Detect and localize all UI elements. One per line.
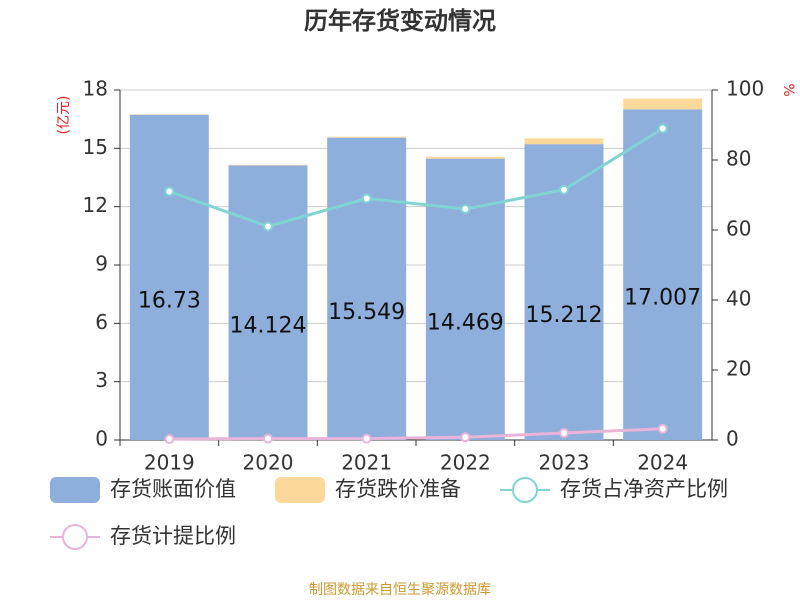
legend-swatch	[50, 477, 100, 503]
legend-label: 存货计提比例	[110, 524, 236, 548]
legend-label: 存货占净资产比例	[560, 477, 728, 501]
line-marker	[164, 186, 175, 197]
bar	[327, 137, 407, 441]
data-label: 17.007	[624, 286, 701, 311]
line	[168, 127, 664, 229]
legend-label: 存货账面价值	[110, 477, 236, 501]
x-tick-label: 2021	[341, 451, 392, 475]
x-tick-label: 2019	[144, 451, 195, 475]
data-label: 14.124	[230, 314, 307, 339]
y-tick-label: 0	[95, 427, 108, 451]
y-tick-label: 9	[95, 252, 108, 276]
bar	[129, 114, 209, 440]
line-marker	[263, 221, 273, 232]
line-marker	[559, 428, 569, 438]
y2-tick-label: 80	[726, 147, 751, 171]
legend-swatch	[512, 477, 538, 503]
y-tick-label: 6	[95, 310, 108, 334]
x-tick-label: 2024	[637, 451, 688, 475]
data-label: 16.73	[138, 288, 201, 313]
y-tick-label: 12	[83, 193, 108, 217]
source-note: 制图数据来自恒生聚源数据库	[309, 582, 491, 598]
bar	[425, 158, 505, 441]
chart-title: 历年存货变动情况	[304, 7, 496, 35]
y2-axis-label: %	[780, 83, 796, 96]
y2-tick-label: 0	[726, 427, 739, 451]
line-marker	[164, 433, 175, 444]
line	[169, 427, 663, 441]
line-marker	[657, 423, 668, 434]
line-marker	[263, 433, 273, 444]
data-label: 15.549	[328, 300, 405, 325]
x-tick-label: 2023	[539, 451, 590, 475]
data-label: 14.469	[427, 310, 504, 335]
y-tick-label: 15	[83, 135, 108, 159]
x-tick-label: 2022	[440, 451, 491, 475]
x-tick-label: 2020	[243, 451, 294, 475]
legend-swatch	[275, 477, 325, 503]
legend-label: 存货跌价准备	[335, 477, 461, 501]
y-tick-label: 18	[83, 77, 108, 101]
y2-tick-label: 20	[726, 357, 751, 381]
data-label: 15.212	[526, 303, 603, 328]
y2-tick-label: 100	[726, 77, 764, 101]
legend-swatch	[62, 524, 88, 550]
line-marker	[460, 432, 471, 443]
y-axis-label: (亿元)	[56, 96, 72, 135]
line-marker	[657, 123, 668, 134]
y2-tick-label: 60	[726, 217, 751, 241]
bar	[228, 164, 308, 166]
bar	[425, 156, 505, 159]
y2-tick-label: 40	[726, 287, 751, 311]
line-marker	[460, 204, 471, 214]
y-tick-label: 3	[95, 368, 108, 392]
bar	[623, 109, 703, 440]
line-marker	[559, 184, 569, 195]
bar	[327, 136, 407, 138]
bar	[524, 138, 604, 145]
bar	[623, 98, 703, 110]
line-marker	[361, 193, 372, 204]
bar	[228, 165, 308, 440]
line-marker	[361, 433, 372, 444]
